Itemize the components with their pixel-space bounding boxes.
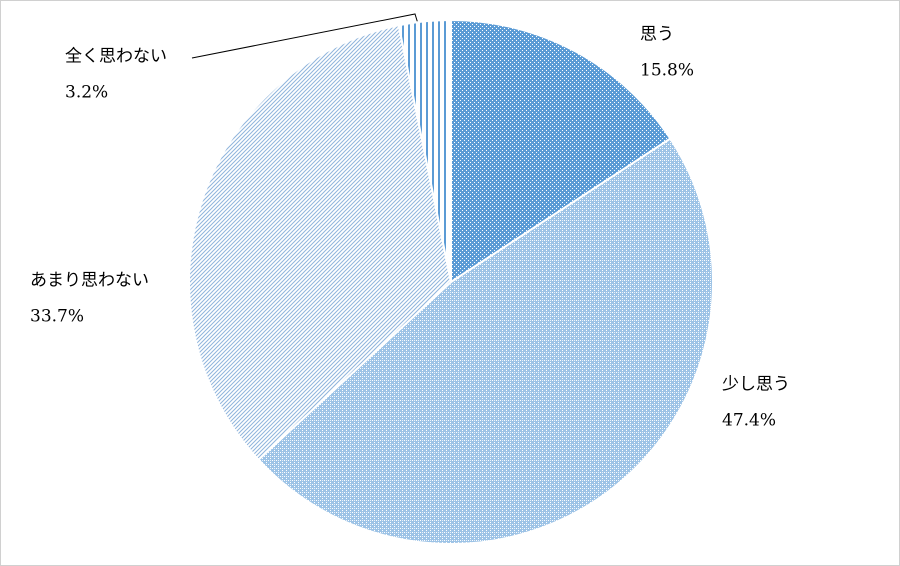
pie-slice [257,137,714,545]
slice-label: あまり思わない [30,271,149,291]
pie-slice [450,18,672,284]
slice-label: 全く思わない [65,47,167,67]
pie-slice [188,24,453,462]
value-label: 3.2% [65,83,108,103]
value-label: 47.4% [722,411,776,431]
value-label: 33.7% [30,307,84,327]
pie-slice [397,18,452,283]
value-label: 15.8% [640,61,694,81]
slice-label: 少し思う [722,375,790,395]
slice-label: 思う [640,25,674,45]
